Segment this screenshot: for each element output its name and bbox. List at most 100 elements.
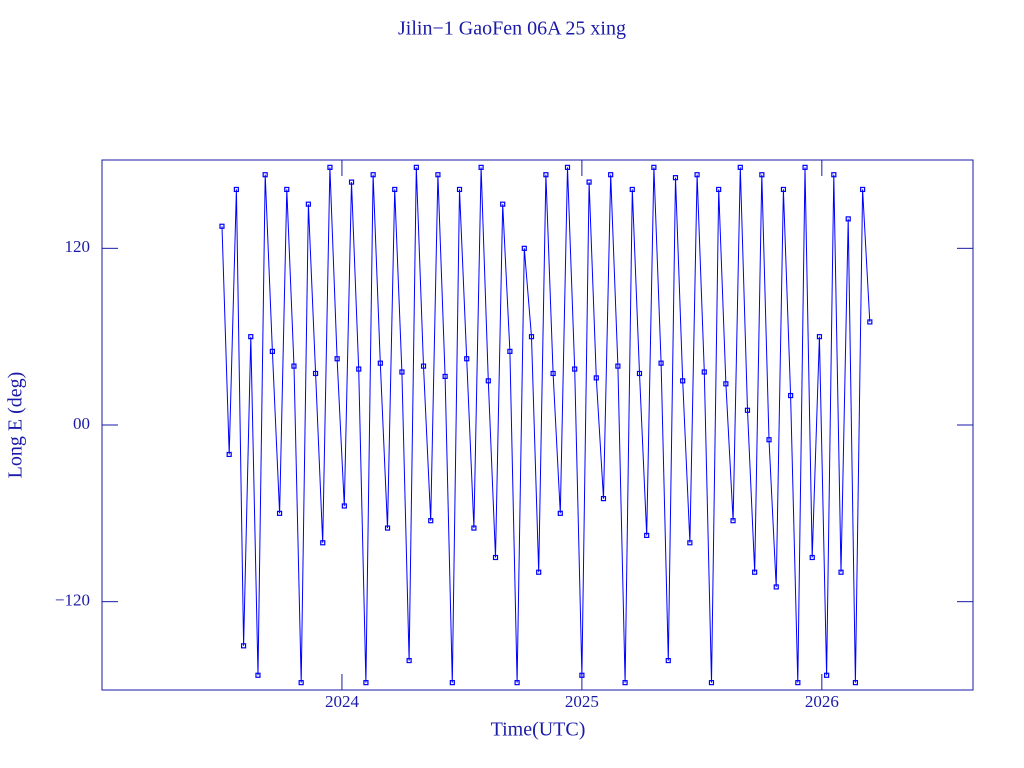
data-point bbox=[456, 186, 463, 193]
data-point bbox=[248, 334, 254, 340]
data-point bbox=[572, 366, 578, 372]
data-point bbox=[334, 356, 340, 362]
data-point bbox=[312, 370, 319, 377]
data-point bbox=[795, 680, 801, 686]
data-line bbox=[221, 167, 871, 683]
data-point bbox=[780, 186, 787, 193]
data-point bbox=[550, 370, 556, 377]
data-point bbox=[255, 672, 261, 678]
data-point bbox=[500, 201, 506, 207]
data-point bbox=[233, 186, 239, 193]
data-point bbox=[406, 657, 412, 664]
data-point bbox=[838, 569, 844, 575]
data-point bbox=[240, 643, 247, 649]
data-point bbox=[852, 680, 859, 686]
y-tick-label: 120 bbox=[65, 237, 91, 256]
data-point bbox=[363, 680, 369, 686]
data-point bbox=[536, 569, 542, 575]
data-point bbox=[586, 179, 592, 185]
data-point bbox=[478, 164, 484, 170]
data-point bbox=[384, 525, 391, 531]
data-point bbox=[392, 186, 398, 193]
data-point bbox=[557, 510, 563, 516]
data-point bbox=[564, 164, 571, 170]
data-point bbox=[680, 378, 686, 384]
x-axis-label: Time(UTC) bbox=[491, 719, 586, 741]
data-point bbox=[464, 356, 470, 362]
y-tick-label: −120 bbox=[55, 591, 90, 610]
data-point bbox=[262, 172, 268, 178]
data-point bbox=[701, 369, 707, 375]
x-tick-label: 2025 bbox=[565, 692, 599, 711]
data-point bbox=[687, 540, 693, 546]
data-point bbox=[723, 381, 729, 387]
data-point bbox=[636, 370, 643, 377]
data-point bbox=[341, 503, 347, 509]
data-point bbox=[744, 407, 751, 413]
data-point bbox=[521, 245, 527, 251]
data-point bbox=[449, 680, 455, 686]
data-point bbox=[348, 179, 355, 185]
data-point bbox=[816, 334, 823, 340]
data-point bbox=[672, 175, 679, 181]
data-point bbox=[291, 363, 297, 369]
data-point bbox=[622, 680, 628, 686]
data-point bbox=[420, 363, 427, 369]
data-point bbox=[543, 172, 549, 178]
data-point bbox=[471, 525, 477, 531]
data-point bbox=[298, 680, 304, 686]
data-point bbox=[435, 172, 441, 178]
data-point bbox=[665, 657, 671, 664]
data-point bbox=[773, 584, 779, 590]
data-point bbox=[716, 186, 722, 193]
y-axis-label: Long E (deg) bbox=[5, 372, 27, 479]
data-point bbox=[327, 164, 333, 170]
data-point bbox=[867, 319, 873, 325]
data-point bbox=[593, 375, 599, 381]
data-point bbox=[694, 172, 700, 178]
data-point bbox=[528, 334, 535, 340]
data-point bbox=[579, 672, 585, 678]
data-point bbox=[730, 518, 736, 524]
data-point bbox=[615, 363, 621, 369]
data-point bbox=[442, 373, 448, 380]
data-point bbox=[276, 510, 283, 516]
data-point bbox=[356, 366, 362, 372]
data-point bbox=[320, 540, 326, 546]
data-point bbox=[802, 164, 808, 170]
data-point bbox=[766, 437, 772, 443]
data-point bbox=[413, 164, 419, 170]
data-point bbox=[752, 569, 758, 575]
data-point bbox=[860, 186, 866, 193]
data-point bbox=[219, 223, 225, 229]
data-point bbox=[284, 186, 290, 193]
data-point bbox=[377, 360, 383, 366]
data-point bbox=[737, 164, 743, 170]
x-tick-label: 2026 bbox=[805, 692, 839, 711]
data-point bbox=[485, 378, 491, 384]
x-tick-label: 2024 bbox=[325, 692, 360, 711]
data-point bbox=[651, 164, 657, 170]
data-point bbox=[629, 186, 635, 193]
plot-frame bbox=[101, 159, 974, 691]
data-point bbox=[644, 532, 650, 539]
chart-title: Jilin−1 GaoFen 06A 25 xing bbox=[398, 18, 626, 40]
data-point bbox=[809, 554, 815, 561]
data-point bbox=[428, 518, 434, 524]
data-point bbox=[269, 348, 275, 354]
data-point bbox=[824, 672, 830, 678]
data-point bbox=[370, 172, 376, 178]
data-point bbox=[492, 554, 499, 561]
data-point bbox=[658, 360, 664, 366]
data-point bbox=[514, 680, 520, 686]
data-point bbox=[600, 496, 607, 502]
data-point bbox=[845, 216, 851, 222]
y-tick-label: 00 bbox=[73, 414, 90, 433]
data-point bbox=[788, 392, 794, 399]
data-point bbox=[831, 172, 837, 178]
data-point bbox=[708, 680, 715, 686]
data-point bbox=[305, 201, 311, 207]
data-point bbox=[226, 451, 232, 458]
data-point bbox=[759, 172, 765, 178]
